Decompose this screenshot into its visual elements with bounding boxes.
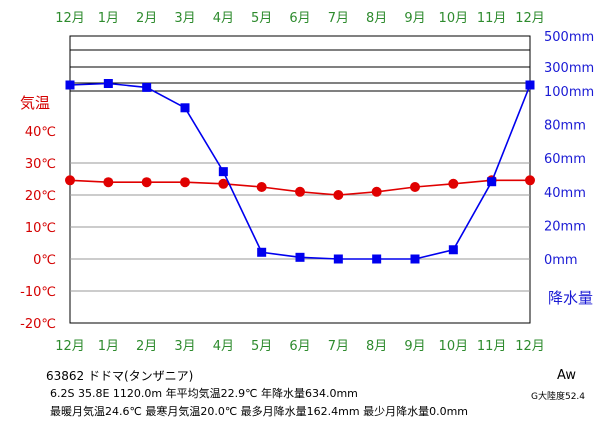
month-label: 12月	[55, 11, 85, 26]
precipitation-tick-label: 500mm	[544, 30, 594, 45]
chart-grid	[69, 35, 531, 324]
month-label: 9月	[404, 339, 425, 354]
month-label: 10月	[439, 11, 469, 26]
precipitation-point	[410, 254, 420, 264]
temperature-tick-label: 10℃	[25, 221, 56, 236]
month-label: 4月	[213, 339, 234, 354]
temperature-point	[525, 175, 535, 186]
precipitation-tick-label: 100mm	[544, 85, 594, 100]
temperature-tick-label: 40℃	[25, 125, 56, 140]
continentality-index: G大陸度52.4	[531, 392, 586, 402]
temperature-tick-label: 20℃	[25, 189, 56, 204]
precipitation-point	[218, 167, 228, 177]
month-label: 8月	[366, 11, 387, 26]
month-label: 12月	[515, 339, 545, 354]
temperature-point	[295, 186, 305, 197]
precipitation-tick-label: 40mm	[544, 186, 586, 201]
temperature-point	[180, 177, 190, 188]
precipitation-point	[448, 245, 458, 255]
temperature-tick-label: 0℃	[33, 253, 56, 268]
month-label: 5月	[251, 11, 272, 26]
precipitation-point	[142, 82, 152, 92]
temperature-point	[333, 190, 344, 200]
temperature-tick-label: 30℃	[25, 157, 56, 172]
month-label: 1月	[98, 339, 119, 354]
temperature-point	[65, 175, 75, 186]
month-label: 2月	[136, 11, 157, 26]
precipitation-tick-label: 20mm	[544, 219, 586, 234]
station-stats-line-2: 最暖月気温24.6℃ 最寒月気温20.0℃ 最多月降水量162.4mm 最少月降…	[50, 405, 469, 418]
month-label: 10月	[439, 339, 469, 354]
month-label: 2月	[136, 339, 157, 354]
precipitation-tick-label: 80mm	[544, 119, 586, 134]
temperature-axis-title: 気温	[20, 94, 50, 112]
precipitation-axis-title: 降水量	[548, 289, 593, 307]
precipitation-line	[69, 82, 531, 260]
precipitation-tick-label: 60mm	[544, 152, 586, 167]
month-labels-top: 12月 1月 2月 3月 4月 5月 6月 7月 8月 9月 10月 11月 12月	[55, 11, 545, 26]
temperature-point	[371, 186, 382, 197]
precipitation-tick-label: 300mm	[544, 61, 594, 76]
month-label: 4月	[213, 11, 234, 26]
precipitation-tick-label: 0mm	[544, 253, 578, 268]
month-label: 9月	[404, 11, 425, 26]
temperature-point	[218, 178, 229, 189]
temperature-tick-label: -20℃	[20, 317, 56, 332]
temperature-point	[141, 177, 152, 188]
month-label: 3月	[174, 11, 195, 26]
month-label: 8月	[366, 339, 387, 354]
temperature-point	[448, 178, 459, 189]
station-name: 63862 ドドマ(タンザニア)	[46, 369, 194, 383]
station-stats-line-1: 6.2S 35.8E 1120.0m 年平均気温22.9℃ 年降水量634.0m…	[50, 387, 358, 400]
month-label: 3月	[174, 339, 195, 354]
precipitation-ticks: 500mm 300mm 100mm 80mm 60mm 40mm 20mm 0mm	[544, 30, 594, 268]
temperature-point	[410, 182, 420, 192]
temperature-point	[103, 177, 114, 188]
precipitation-point	[487, 177, 497, 187]
precipitation-point	[180, 103, 190, 113]
month-label: 7月	[328, 339, 349, 354]
precipitation-point	[525, 80, 535, 90]
month-labels-bottom: 12月 1月 2月 3月 4月 5月 6月 7月 8月 9月 10月 11月 12月	[55, 339, 545, 354]
temperature-point	[256, 182, 267, 192]
precipitation-point	[372, 254, 382, 264]
month-label: 11月	[477, 11, 507, 26]
month-label: 12月	[515, 11, 545, 26]
month-label: 1月	[98, 11, 119, 26]
climate-classification: Aw	[557, 368, 576, 383]
month-label: 6月	[289, 11, 310, 26]
precipitation-point	[65, 80, 75, 90]
month-label: 7月	[328, 11, 349, 26]
temperature-tick-label: -10℃	[20, 285, 56, 300]
plot-frame	[69, 35, 531, 324]
precipitation-point	[295, 252, 305, 262]
month-label: 5月	[251, 339, 272, 354]
series-layer	[65, 79, 535, 264]
month-label: 6月	[289, 339, 310, 354]
month-label: 12月	[55, 339, 85, 354]
precipitation-point	[103, 79, 113, 89]
temperature-ticks: 40℃ 30℃ 20℃ 10℃ 0℃ -10℃ -20℃	[20, 125, 56, 332]
month-label: 11月	[477, 339, 507, 354]
precipitation-point	[257, 247, 267, 257]
precipitation-point	[333, 254, 343, 264]
